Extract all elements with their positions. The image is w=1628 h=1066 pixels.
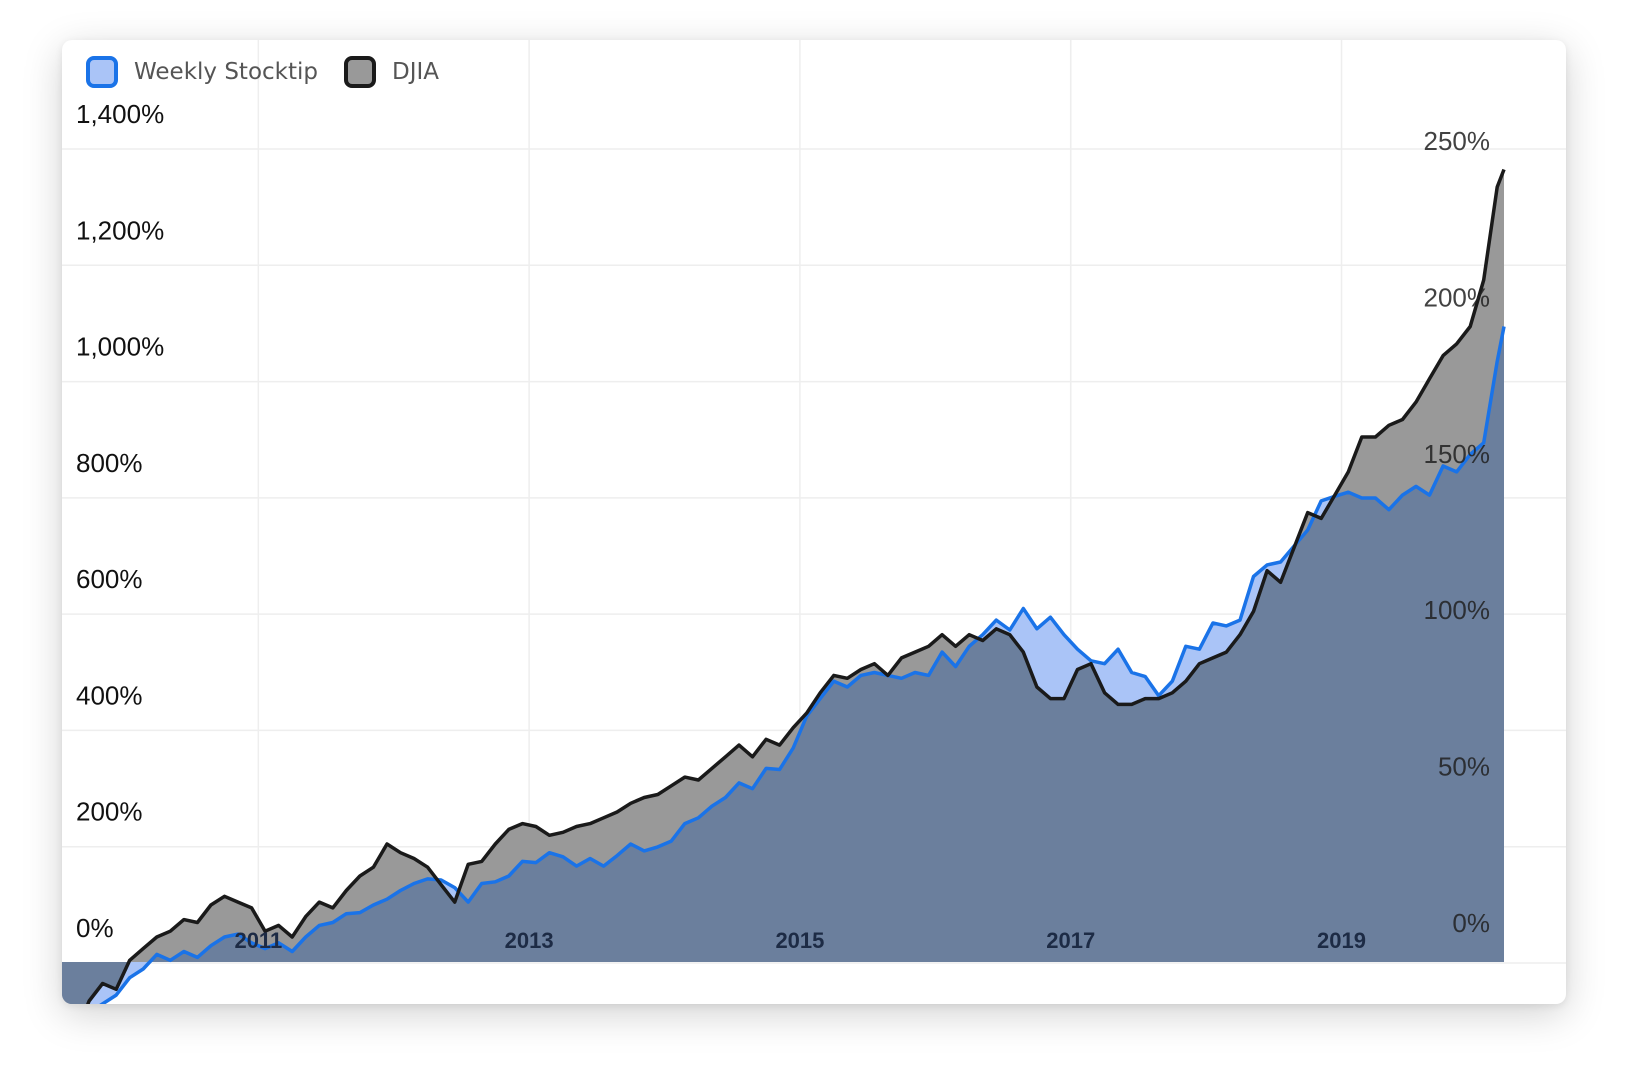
x-tick-label-0: 2011 [234, 928, 282, 953]
legend: Weekly Stocktip DJIA [86, 56, 439, 88]
legend-swatch-djia [344, 56, 376, 88]
y-left-tick-label-3: 600% [76, 564, 143, 594]
y-left-tick-label-2: 400% [76, 680, 143, 710]
y-right-tick-label-5: 250% [1424, 126, 1491, 156]
y-left-tick-label-6: 1,200% [76, 215, 164, 245]
legend-label-weekly-stocktip: Weekly Stocktip [134, 59, 318, 85]
legend-item-djia[interactable]: DJIA [344, 56, 439, 88]
line-djia [86, 168, 1506, 1004]
line-weekly-stocktip [99, 326, 1506, 1004]
chart-card: 0% 200% 400% 600% 800% 1,000% 1,200% 1,400% 0% 50… [62, 40, 1566, 1004]
legend-swatch-weekly-stocktip [86, 56, 118, 88]
y-right-tick-label-2: 100% [1424, 595, 1491, 625]
x-tick-label-2: 2015 [775, 928, 824, 953]
axis-layer: 0% 200% 400% 600% 800% 1,000% 1,200% 1,400% 0% 50… [76, 99, 1490, 953]
y-right-tick-label-0: 0% [1452, 908, 1490, 938]
legend-item-weekly-stocktip[interactable]: Weekly Stocktip [86, 56, 318, 88]
legend-label-djia: DJIA [392, 59, 440, 85]
y-left-tick-label-5: 1,000% [76, 332, 164, 362]
y-right-tick-label-1: 50% [1438, 752, 1490, 782]
y-left-tick-label-0: 0% [76, 913, 114, 943]
area-layer [62, 168, 1506, 1004]
y-right-tick-label-3: 150% [1424, 439, 1491, 469]
y-left-tick-label-7: 1,400% [76, 99, 164, 129]
x-tick-label-1: 2013 [505, 928, 554, 953]
x-tick-label-3: 2017 [1046, 928, 1095, 953]
area-chart: 0% 200% 400% 600% 800% 1,000% 1,200% 1,400% 0% 50… [62, 40, 1566, 1004]
y-left-tick-label-4: 800% [76, 448, 143, 478]
y-left-tick-label-1: 200% [76, 797, 143, 827]
y-right-tick-label-4: 200% [1424, 282, 1491, 312]
area-overlap [62, 326, 1504, 1004]
x-tick-label-4: 2019 [1317, 928, 1366, 953]
